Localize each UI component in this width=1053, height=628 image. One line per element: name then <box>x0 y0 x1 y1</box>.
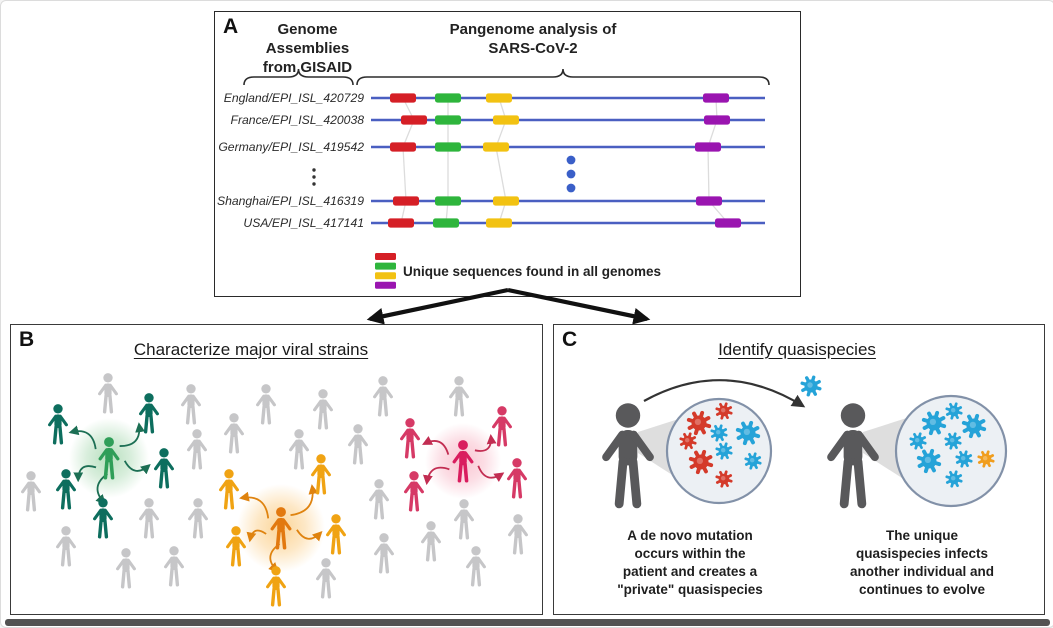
legend-label: Unique sequences found in all genomes <box>403 264 662 279</box>
caption-de-novo-mutation: A de novo mutation occurs within the pat… <box>617 528 763 597</box>
gisaid-title-line1: Genome Assemblies <box>265 21 350 57</box>
panel-a-pangenome: A Genome Assemblies from GISAID Pangenom… <box>214 11 801 297</box>
gisaid-title-line2: from GISAID <box>262 59 353 76</box>
panel-b-letter: B <box>19 328 35 351</box>
genome-label: Shanghai/EPI_ISL_416319 <box>216 194 364 208</box>
panel-b-strains: B Characterize major viral strains <box>10 324 543 615</box>
panel-c-title: Identify quasispecies <box>718 340 876 359</box>
pangenome-title-line2: SARS-CoV-2 <box>488 40 578 57</box>
genome-label: Germany/EPI_ISL_419542 <box>218 140 364 154</box>
bottom-window-bar <box>5 619 1050 626</box>
panel-c-quasispecies: C Identify quasispecies A de novo mutati… <box>553 324 1045 615</box>
pangenome-title-line1: Pangenome analysis of <box>449 21 617 38</box>
caption-unique-quasispecies: The unique quasispecies infects another … <box>849 528 994 597</box>
gisaid-title: Genome Assemblies from GISAID <box>240 20 375 77</box>
panel-c-letter: C <box>562 328 578 351</box>
genome-label: England/EPI_ISL_420729 <box>223 91 364 105</box>
panel-a-letter: A <box>223 15 239 38</box>
pangenome-title: Pangenome analysis of SARS-CoV-2 <box>443 20 623 58</box>
panel-b-title: Characterize major viral strains <box>133 340 369 359</box>
genome-label: USA/EPI_ISL_417141 <box>243 216 364 230</box>
genome-label: France/EPI_ISL_420038 <box>230 113 364 127</box>
